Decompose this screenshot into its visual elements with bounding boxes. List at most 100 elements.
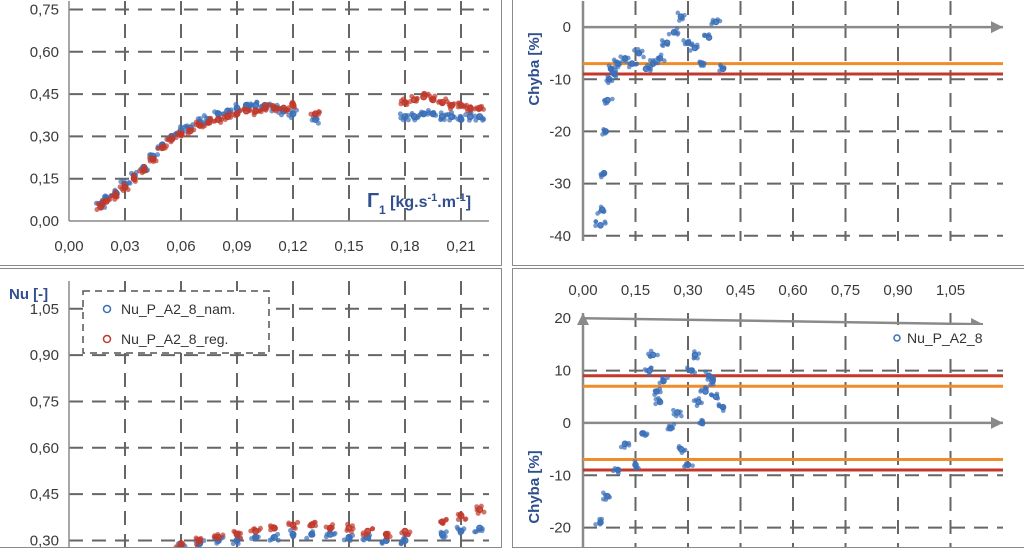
data-point	[461, 526, 466, 531]
data-point	[662, 40, 667, 45]
data-point	[263, 108, 268, 113]
data-point	[676, 11, 681, 16]
data-point	[709, 392, 714, 397]
data-point	[479, 528, 484, 533]
y-tick-label: -10	[549, 71, 571, 88]
data-point	[212, 533, 217, 538]
data-point	[673, 30, 678, 35]
data-point	[127, 180, 132, 185]
y-tick-label: 0,15	[30, 171, 59, 188]
data-point	[193, 122, 198, 127]
x-tick-label: 0,18	[390, 238, 419, 255]
top-axis-arrow	[583, 318, 983, 324]
y-tick-label: -10	[549, 467, 571, 484]
data-point	[697, 396, 702, 401]
data-point	[716, 396, 721, 401]
data-point	[121, 188, 126, 193]
data-point	[692, 398, 697, 403]
data-point	[633, 459, 638, 464]
data-point	[179, 133, 184, 138]
data-point	[293, 526, 298, 531]
data-point	[656, 56, 661, 61]
x-tick-label: 0,21	[446, 238, 475, 255]
data-point	[344, 528, 349, 533]
data-point	[457, 101, 462, 106]
data-point	[218, 120, 223, 125]
y-axis-label: Chyba [%]	[526, 450, 543, 523]
data-point	[710, 20, 715, 25]
y-tick-label: 0,00	[30, 213, 59, 230]
data-point	[598, 522, 603, 527]
data-point	[250, 103, 255, 108]
data-point	[254, 100, 259, 105]
data-point	[618, 54, 623, 59]
data-point	[636, 47, 641, 52]
data-point	[614, 70, 619, 75]
data-point	[361, 538, 366, 543]
data-point	[384, 534, 389, 539]
data-point	[238, 535, 243, 540]
data-point	[690, 463, 695, 468]
data-point	[472, 107, 477, 112]
data-point	[677, 18, 682, 23]
data-point	[440, 101, 445, 106]
data-point	[649, 366, 654, 371]
data-point	[126, 187, 131, 192]
data-point	[246, 107, 251, 112]
data-point	[660, 375, 665, 380]
data-point	[106, 197, 111, 202]
data-point	[658, 390, 663, 395]
data-point	[692, 355, 697, 360]
data-point	[463, 516, 468, 521]
data-point	[431, 110, 436, 115]
data-point	[236, 541, 241, 546]
data-point	[605, 74, 610, 79]
x-axis-label: Γ1 [kg.s-1.m-1]	[367, 190, 471, 217]
data-point	[667, 32, 672, 37]
data-point	[295, 520, 300, 525]
data-point	[307, 523, 312, 528]
y-tick-label: 0,45	[30, 486, 59, 503]
data-point	[695, 45, 700, 50]
data-point	[610, 97, 615, 102]
data-point	[627, 65, 632, 70]
data-point	[595, 211, 600, 216]
x-tick-label: 1,05	[936, 282, 965, 299]
x-tick-label: 0,00	[54, 238, 83, 255]
data-point	[602, 209, 607, 214]
data-point	[248, 528, 253, 533]
data-point	[598, 223, 604, 229]
data-point	[440, 520, 445, 525]
y-tick-label: 0,30	[30, 128, 59, 145]
data-point	[270, 103, 275, 108]
data-point	[704, 386, 709, 391]
data-point	[712, 378, 717, 383]
data-point	[214, 541, 219, 546]
legend-label: Nu_P_A2_8_reg.	[121, 331, 228, 347]
data-point	[648, 58, 653, 63]
data-point	[472, 529, 477, 534]
zero-axis-arrow-head	[991, 21, 1003, 33]
data-point	[308, 112, 313, 117]
data-point	[259, 109, 264, 114]
data-point	[705, 377, 710, 382]
data-point	[317, 110, 322, 115]
data-point	[205, 121, 210, 126]
data-point	[406, 117, 411, 122]
data-point	[593, 522, 598, 527]
data-point	[644, 368, 649, 373]
data-point	[481, 510, 486, 515]
data-point	[665, 427, 670, 432]
data-point	[431, 96, 436, 101]
data-point	[202, 113, 207, 118]
y-tick-label: 0,60	[30, 44, 59, 61]
data-point	[155, 152, 160, 157]
y-tick-label: 0,60	[30, 440, 59, 457]
y-tick-label: 0	[563, 19, 571, 36]
data-point	[607, 495, 612, 500]
x-tick-label: 0,15	[334, 238, 363, 255]
data-point	[414, 96, 419, 101]
data-point	[721, 408, 726, 413]
